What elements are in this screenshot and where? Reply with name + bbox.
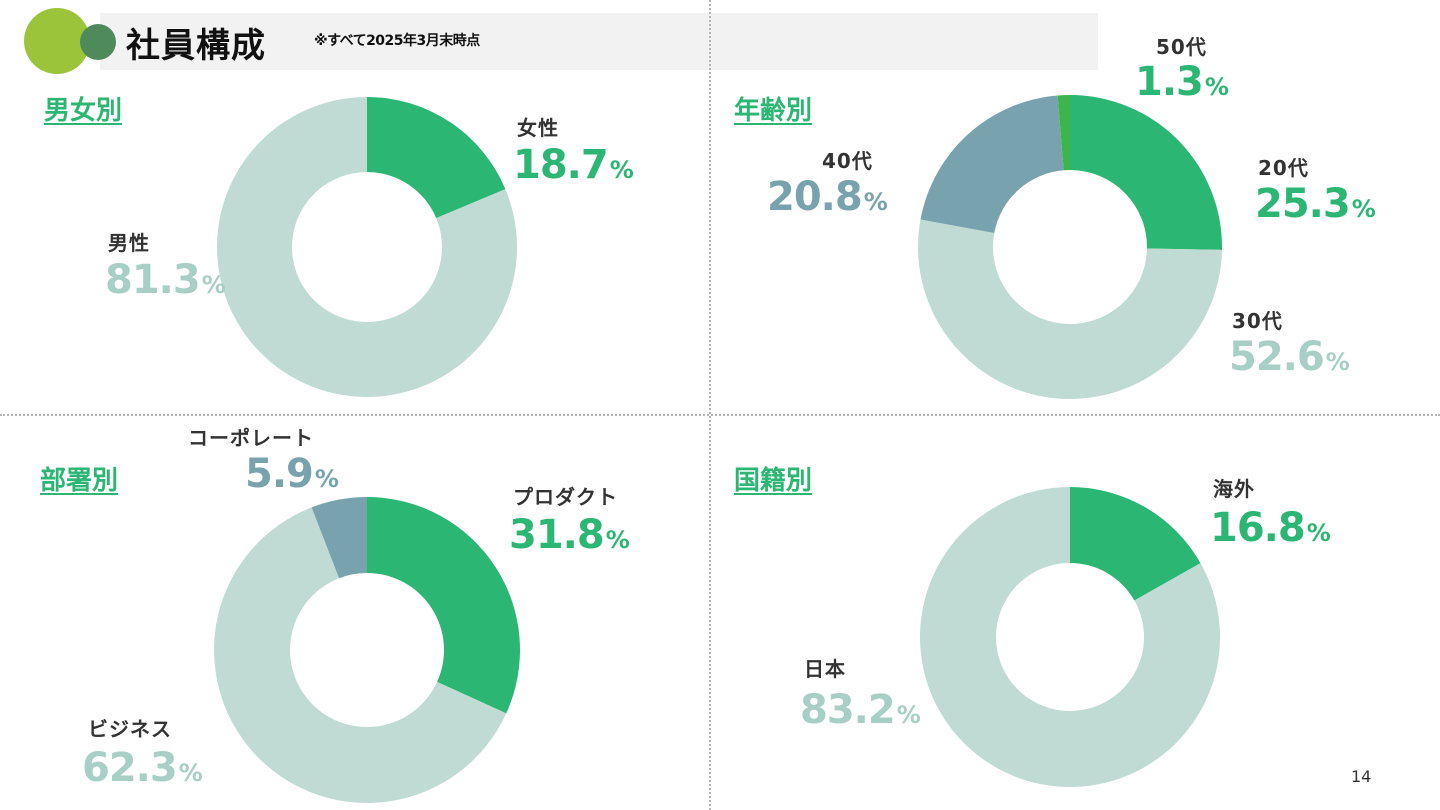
label-50s-name: 50代 [1156, 35, 1207, 59]
label-male-pct: 81.3% [105, 257, 226, 303]
label-30s-name: 30代 [1232, 309, 1283, 333]
page-number: 14 [1351, 767, 1372, 786]
label-male-name: 男性 [108, 231, 150, 255]
donut-slice-2 [311, 497, 367, 579]
department-donut-chart [214, 497, 520, 803]
label-20s-name: 20代 [1258, 156, 1309, 180]
label-overseas-name: 海外 [1213, 477, 1255, 501]
label-20s-pct: 25.3% [1255, 181, 1376, 227]
donut-slice-0 [1070, 95, 1222, 250]
gender-section-title: 男女別 [44, 96, 123, 126]
label-business-pct: 62.3% [82, 745, 203, 791]
horizontal-divider [0, 414, 1440, 416]
donut-slice-2 [920, 95, 1064, 234]
header-bar [100, 13, 1098, 70]
label-40s-pct: 20.8% [767, 174, 888, 220]
label-overseas-pct: 16.8% [1210, 505, 1331, 551]
donut-slice-0 [1070, 487, 1201, 601]
label-female-pct: 18.7% [513, 142, 634, 188]
label-product-pct: 31.8% [509, 512, 630, 558]
label-40s-name: 40代 [822, 149, 873, 173]
decorative-circle-small [80, 24, 116, 60]
age-section-title: 年齢別 [734, 96, 813, 126]
donut-slice-1 [217, 97, 517, 397]
label-50s-pct: 1.3% [1135, 59, 1229, 105]
label-30s-pct: 52.6% [1229, 334, 1350, 380]
donut-slice-3 [1057, 95, 1070, 171]
donut-slice-1 [920, 487, 1220, 787]
nationality-donut-chart [920, 487, 1220, 787]
label-japan-name: 日本 [804, 657, 846, 681]
date-note: ※すべて2025年3月末時点 [314, 33, 480, 49]
vertical-divider [709, 0, 711, 810]
donut-slice-1 [214, 507, 507, 803]
label-corporate-pct: 5.9% [245, 451, 339, 497]
department-section-title: 部署別 [40, 466, 119, 496]
donut-slice-1 [918, 219, 1222, 400]
donut-slice-0 [367, 497, 520, 714]
label-japan-pct: 83.2% [800, 687, 921, 733]
gender-donut-chart [217, 97, 517, 397]
label-corporate-name: コーポレート [188, 426, 314, 450]
label-business-name: ビジネス [88, 717, 172, 741]
label-female-name: 女性 [517, 116, 559, 140]
donut-slice-0 [367, 97, 506, 219]
age-donut-chart [918, 95, 1222, 400]
page-title: 社員構成 [126, 26, 266, 66]
label-product-name: プロダクト [513, 485, 618, 509]
nationality-section-title: 国籍別 [734, 466, 813, 496]
decorative-circle-large [24, 8, 90, 74]
